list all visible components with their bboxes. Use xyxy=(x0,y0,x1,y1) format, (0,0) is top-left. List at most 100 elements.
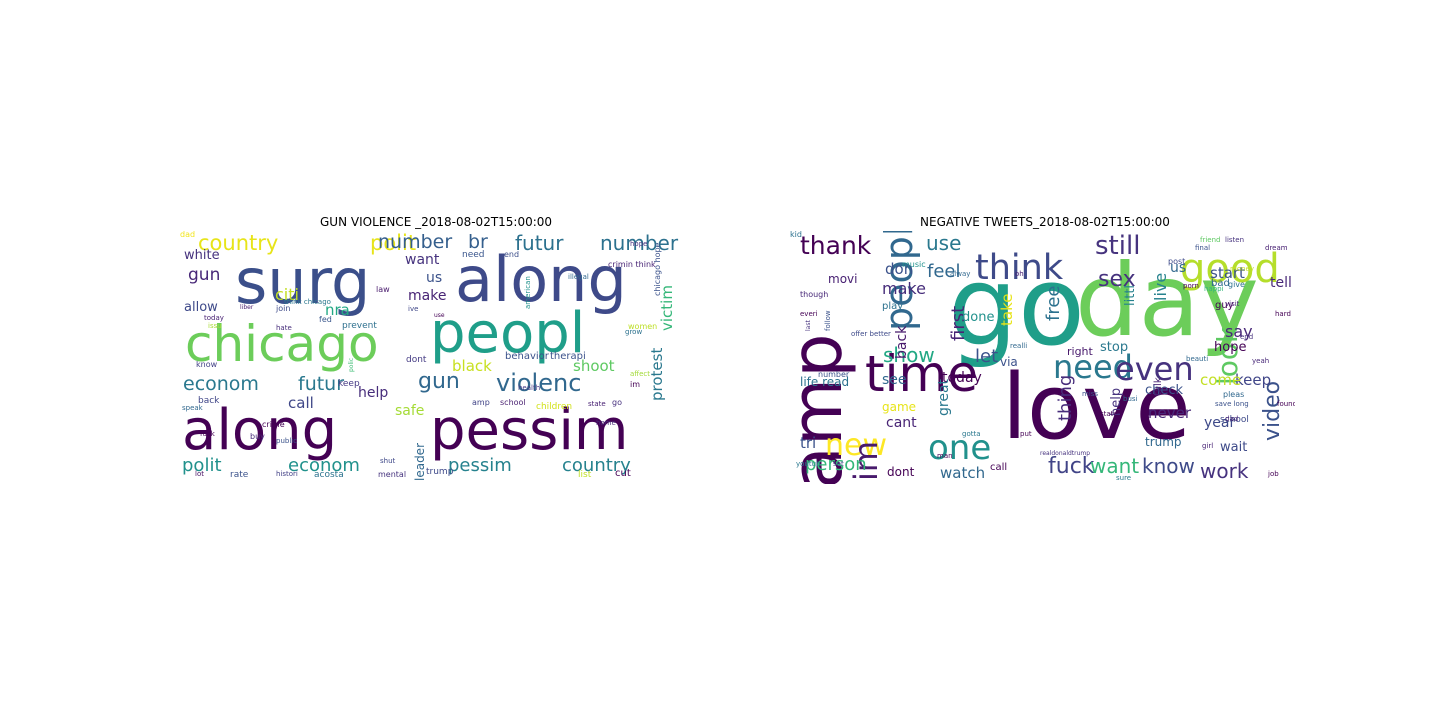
right-word: go xyxy=(948,242,1086,370)
left-word: call xyxy=(288,394,314,412)
right-word: know xyxy=(1142,454,1195,478)
left-word: know xyxy=(196,360,218,369)
right-word: trump xyxy=(1145,435,1182,449)
left-word: illegal xyxy=(568,273,589,281)
left-word: home xyxy=(596,419,616,427)
left-word: peopl xyxy=(430,301,586,366)
left-word: econom xyxy=(183,373,259,395)
left-word: safe xyxy=(395,403,425,419)
right-word: friend xyxy=(1200,236,1221,244)
left-word: white xyxy=(184,248,220,263)
right-word: give xyxy=(1228,280,1245,289)
right-word: start xyxy=(1210,264,1245,282)
left-word: gun xyxy=(188,265,221,285)
left-word: protest xyxy=(648,347,666,401)
right-word: thing xyxy=(1055,374,1076,421)
right-word: today xyxy=(942,370,982,386)
right-word: tell xyxy=(1270,275,1292,291)
right-word: new xyxy=(825,428,888,463)
right-word: everi xyxy=(800,310,818,318)
left-word: back xyxy=(198,396,220,406)
left-word: country xyxy=(562,455,631,476)
right-word: movi xyxy=(828,272,858,286)
right-word: state xyxy=(1100,410,1118,418)
right-word: money xyxy=(1230,265,1254,273)
right-word: play xyxy=(882,301,904,312)
left-word: surg xyxy=(235,245,371,318)
right-word: call xyxy=(990,462,1008,473)
left-word: amp xyxy=(472,398,490,407)
right-word: cant xyxy=(886,415,917,431)
left-word: health xyxy=(518,384,541,392)
left-word: end xyxy=(504,250,520,259)
left-word: behavior xyxy=(505,351,549,362)
left-word: mental xyxy=(378,470,407,479)
left-word: br xyxy=(468,231,488,253)
left-word: crime xyxy=(262,420,285,429)
left-word: keep xyxy=(338,379,360,389)
left-word: help xyxy=(358,385,389,401)
right-panel-title: NEGATIVE TWEETS_2018-08-02T15:00:00 xyxy=(920,215,1170,229)
right-word: number xyxy=(818,370,850,379)
left-word: make xyxy=(408,288,447,304)
left-word: issu xyxy=(208,322,222,330)
right-word: video xyxy=(1260,380,1285,441)
right-word: live xyxy=(1151,272,1170,301)
left-word: lot xyxy=(195,470,204,478)
left-word: school xyxy=(500,398,526,407)
left-word: join xyxy=(276,304,291,313)
left-word: histori xyxy=(276,470,298,478)
right-word: make xyxy=(882,279,926,298)
left-word: think chicago xyxy=(284,298,331,306)
right-word: guy xyxy=(1215,300,1234,311)
left-word: children xyxy=(536,402,573,412)
right-word: found xyxy=(1277,400,1295,408)
left-word: us xyxy=(426,270,443,286)
right-word: though xyxy=(800,290,829,299)
left-word: list xyxy=(578,470,592,480)
left-wordcloud: along pessim surg along chicago peopl country p… xyxy=(180,231,685,484)
left-word: cut xyxy=(615,468,631,479)
right-word: realli xyxy=(1010,342,1028,350)
left-word: therapi xyxy=(550,351,586,362)
left-word: polit xyxy=(370,231,417,255)
right-word: need xyxy=(1053,348,1133,386)
right-word: save long xyxy=(1215,400,1249,408)
right-word: school xyxy=(1220,415,1249,425)
left-word: need xyxy=(462,250,485,260)
right-word: don xyxy=(885,260,914,278)
left-word: econom xyxy=(288,455,360,476)
left-word: polit xyxy=(182,455,222,476)
left-word: nra xyxy=(325,301,350,319)
right-word: sure xyxy=(1116,474,1132,482)
right-word: music xyxy=(902,260,926,269)
left-word: chicago hope xyxy=(653,242,662,296)
right-word: dream xyxy=(1265,244,1288,252)
left-panel-title: GUN VIOLENCE _2018-08-02T15:00:00 xyxy=(320,215,553,229)
right-word: put xyxy=(1020,430,1032,438)
right-word: gotta xyxy=(962,430,981,438)
left-word: state xyxy=(588,400,606,408)
right-word: littl xyxy=(1123,284,1138,306)
right-word: day xyxy=(1075,242,1259,359)
right-wordcloud: amp go day love time good think peopl one need eve… xyxy=(790,231,1295,484)
right-word: one xyxy=(928,428,992,468)
left-word: prevent xyxy=(342,321,377,331)
left-word: violenc xyxy=(496,369,582,397)
left-word: futur xyxy=(298,373,345,395)
right-word: offer better xyxy=(851,330,891,338)
right-word: kid xyxy=(790,231,802,239)
left-word: today xyxy=(204,314,224,322)
right-word: wait xyxy=(1220,440,1248,455)
right-word: dad xyxy=(1225,415,1239,423)
right-word: use xyxy=(926,231,962,255)
right-word: youtub xyxy=(796,460,821,468)
right-word: love xyxy=(1002,355,1191,460)
right-word: miss xyxy=(1082,390,1099,398)
left-word: women xyxy=(628,322,658,331)
left-word: affect xyxy=(630,370,651,378)
left-word: acosta xyxy=(314,470,344,480)
right-word: never xyxy=(1148,404,1192,422)
left-word: allow xyxy=(184,300,218,315)
right-word: feel xyxy=(927,261,961,282)
